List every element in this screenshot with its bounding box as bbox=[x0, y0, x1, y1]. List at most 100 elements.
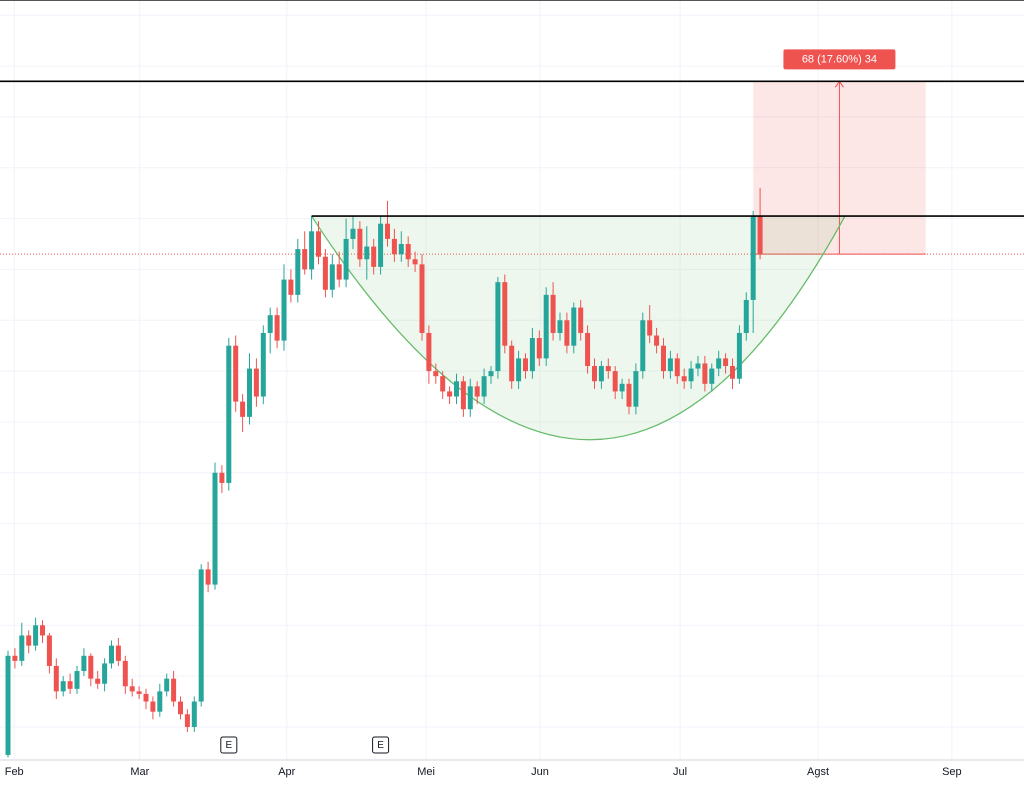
candle-body bbox=[605, 366, 611, 372]
candle-body bbox=[447, 391, 453, 397]
candle-body bbox=[633, 371, 639, 407]
candle-body bbox=[681, 376, 687, 382]
candle-body bbox=[654, 335, 660, 346]
candle-body bbox=[433, 371, 439, 377]
candle-body bbox=[191, 701, 197, 727]
candle-body bbox=[509, 345, 515, 382]
candle-body bbox=[350, 228, 356, 239]
event-label: E bbox=[377, 740, 384, 751]
candle-body bbox=[95, 678, 101, 684]
candle-body bbox=[67, 681, 73, 689]
candle-body bbox=[440, 376, 446, 392]
candle-body bbox=[378, 223, 384, 267]
candle-body bbox=[723, 358, 729, 367]
candle-body bbox=[184, 714, 190, 727]
candle-body bbox=[564, 320, 570, 346]
candle-body bbox=[495, 282, 501, 372]
candle-body bbox=[240, 401, 246, 417]
event-label: E bbox=[225, 740, 232, 751]
candle-body bbox=[371, 246, 377, 267]
candle-body bbox=[129, 686, 135, 692]
candle-body bbox=[612, 371, 618, 392]
x-tick-label: Feb bbox=[5, 766, 24, 778]
candle-body bbox=[695, 363, 701, 369]
candle-body bbox=[336, 264, 342, 280]
candle-body bbox=[757, 216, 763, 255]
candle-body bbox=[164, 678, 170, 692]
candle-body bbox=[674, 358, 680, 377]
candle-body bbox=[12, 655, 18, 661]
candle-body bbox=[102, 663, 108, 684]
candle-body bbox=[460, 381, 466, 410]
candle-body bbox=[571, 307, 577, 346]
candle-body bbox=[226, 345, 232, 483]
candle-body bbox=[557, 320, 563, 333]
candle-body bbox=[598, 366, 604, 382]
candle-body bbox=[640, 320, 646, 372]
candle-body bbox=[343, 238, 349, 280]
event-marker bbox=[372, 736, 390, 754]
candle-body bbox=[709, 368, 715, 384]
event-marker bbox=[220, 736, 238, 754]
candle-body bbox=[750, 216, 756, 300]
x-tick-label: Apr bbox=[278, 766, 295, 778]
candle-body bbox=[177, 701, 183, 715]
candle-body bbox=[26, 635, 32, 646]
candle-body bbox=[212, 472, 218, 585]
candle-body bbox=[260, 332, 266, 397]
x-tick-label: Sep bbox=[942, 766, 962, 778]
candle-body bbox=[136, 691, 142, 694]
candle-body bbox=[246, 368, 252, 417]
candle-body bbox=[150, 701, 156, 712]
candle-body bbox=[309, 231, 315, 270]
candle-body bbox=[398, 244, 404, 255]
candle-body bbox=[274, 315, 280, 341]
x-tick-label: Jun bbox=[531, 766, 549, 778]
candle-body bbox=[481, 376, 487, 397]
candle-body bbox=[143, 693, 149, 702]
candle-body bbox=[88, 655, 94, 679]
candle-body bbox=[357, 228, 363, 260]
candle-body bbox=[46, 635, 52, 666]
x-tick-label: Mar bbox=[130, 766, 149, 778]
candle-body bbox=[536, 338, 542, 359]
candle-body bbox=[198, 569, 204, 702]
candle-body bbox=[329, 264, 335, 290]
candle-body bbox=[716, 358, 722, 369]
candle-body bbox=[219, 472, 225, 483]
candle-body bbox=[5, 655, 11, 755]
candle-body bbox=[364, 246, 370, 260]
candle-body bbox=[619, 383, 625, 392]
candle-body bbox=[412, 259, 418, 265]
candle-body bbox=[81, 655, 87, 672]
candle-body bbox=[267, 315, 273, 333]
label-box bbox=[783, 49, 896, 70]
candle-body bbox=[688, 368, 694, 382]
candle-body bbox=[702, 363, 708, 384]
candle-body bbox=[729, 366, 735, 379]
candle-body bbox=[391, 238, 397, 255]
candle-body bbox=[591, 366, 597, 382]
candle-body bbox=[488, 371, 494, 377]
candle-body bbox=[384, 223, 390, 239]
candle-body bbox=[667, 358, 673, 372]
candle-body bbox=[157, 691, 163, 712]
candle-body bbox=[736, 332, 742, 379]
candle-body bbox=[205, 569, 211, 585]
candle-body bbox=[578, 307, 584, 333]
candle-body bbox=[529, 338, 535, 372]
candle-body bbox=[543, 294, 549, 359]
candle-body bbox=[19, 635, 25, 661]
candle-body bbox=[522, 358, 528, 372]
candle-body bbox=[40, 625, 46, 636]
candle-body bbox=[288, 279, 294, 295]
candle-body bbox=[295, 249, 301, 295]
candle-body bbox=[315, 231, 321, 257]
candle-body bbox=[109, 645, 115, 664]
candle-body bbox=[453, 381, 459, 397]
candle-body bbox=[426, 332, 432, 372]
candle-body bbox=[419, 264, 425, 333]
x-tick-label: Agst bbox=[807, 766, 829, 778]
candle-body bbox=[585, 332, 591, 367]
